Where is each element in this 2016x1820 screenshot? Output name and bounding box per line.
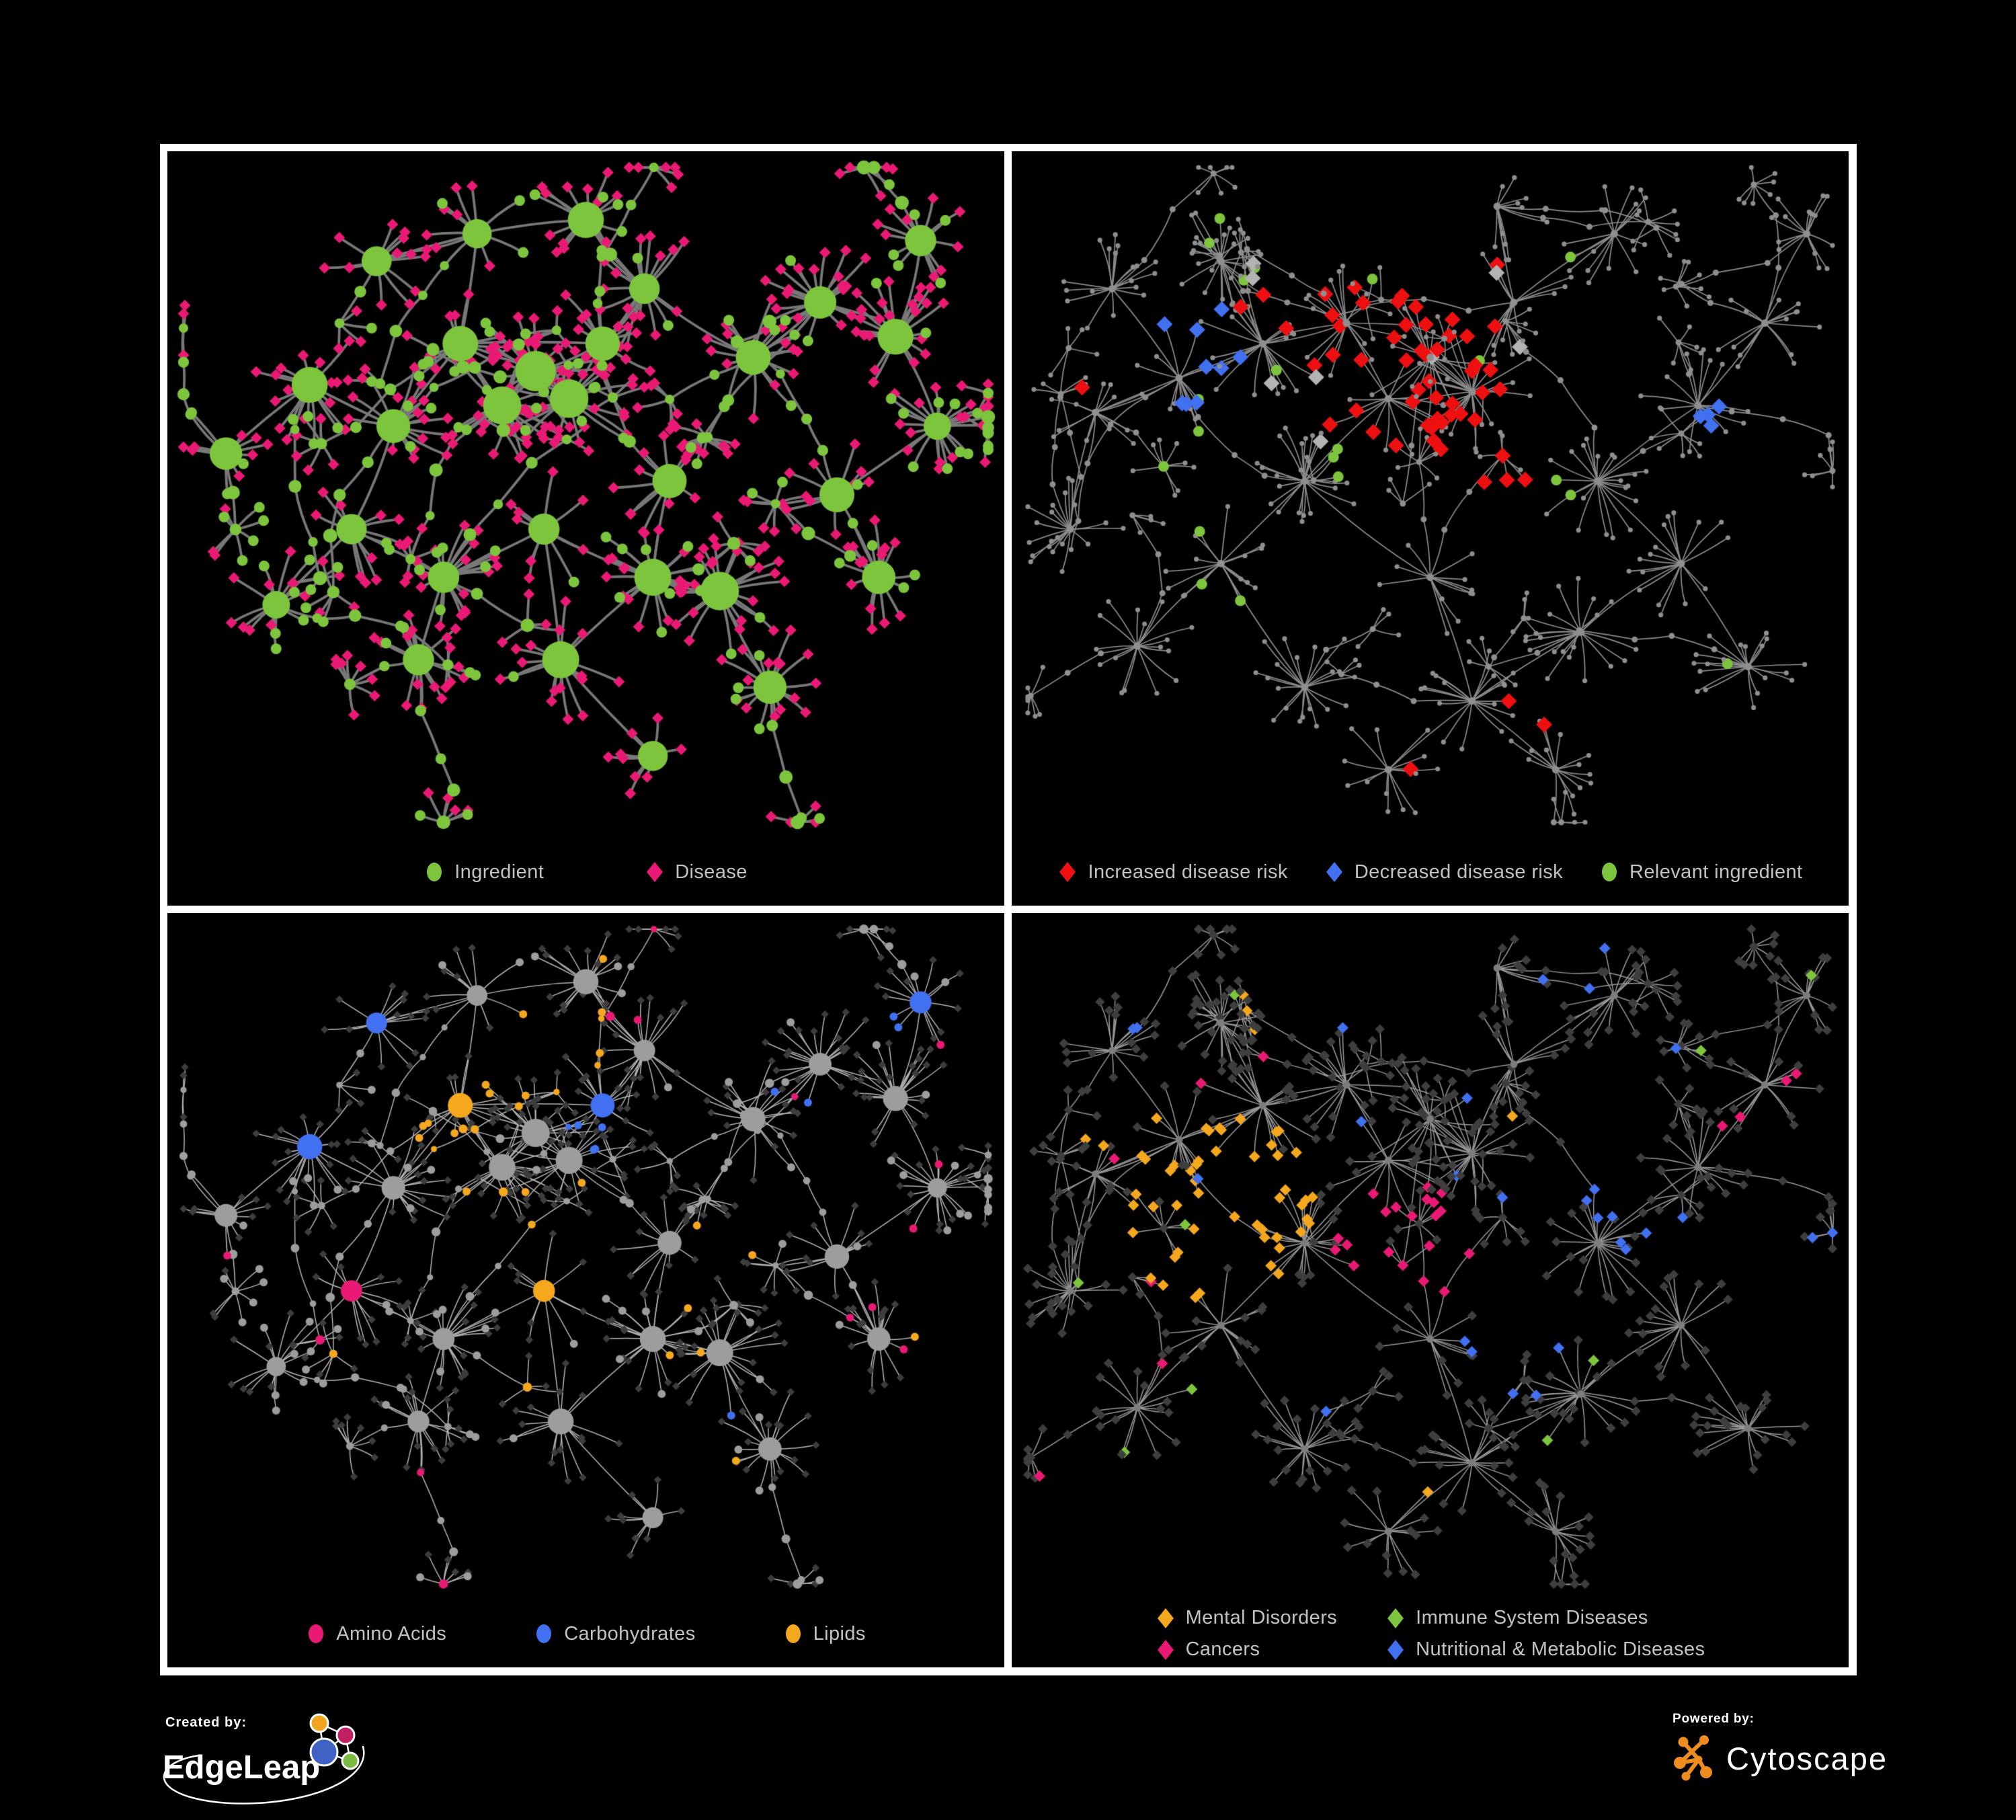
network-canvas-disease-class	[1012, 913, 1849, 1600]
legend-label: Ingredient	[454, 861, 545, 883]
legend-label: Disease	[675, 861, 748, 883]
legend-disease-class: Mental Disorders Immune System Diseases Ca…	[1012, 1600, 1849, 1667]
legend-item: Cancers	[1156, 1638, 1338, 1661]
edgeleap-node-orange	[309, 1713, 329, 1733]
legend-item: Mental Disorders	[1156, 1607, 1338, 1629]
legend-diamond-swatch	[1326, 862, 1342, 882]
legend-label: Nutritional & Metabolic Diseases	[1416, 1638, 1705, 1660]
legend-circle-swatch	[309, 1624, 324, 1643]
legend-diamond-swatch	[1059, 862, 1076, 882]
panel-disease-class-network: Mental Disorders Immune System Diseases Ca…	[1012, 913, 1849, 1667]
legend-item: Relevant ingredient	[1599, 861, 1802, 883]
panel-ingredient-class-network: Amino Acids Carbohydrates Lipids	[167, 913, 1004, 1667]
legend-diamond-swatch	[1387, 1608, 1404, 1628]
legend-item: Nutritional & Metabolic Diseases	[1385, 1638, 1705, 1661]
legend-diamond-swatch	[1157, 1608, 1174, 1628]
legend-label: Amino Acids	[336, 1622, 447, 1645]
legend-label: Carbohydrates	[564, 1622, 696, 1645]
cytoscape-brand-text: Cytoscape	[1726, 1740, 1888, 1776]
legend-diamond-swatch	[1387, 1639, 1404, 1660]
legend-item: Increased disease risk	[1057, 861, 1287, 883]
legend-item: Lipids	[783, 1623, 866, 1645]
legend-item: Amino Acids	[306, 1623, 446, 1645]
legend-item: Immune System Diseases	[1385, 1607, 1705, 1629]
legend-item: Carbohydrates	[534, 1623, 695, 1645]
cytoscape-logo: Powered by: Cytoscape	[1672, 1712, 1888, 1784]
created-by-label: Created by:	[165, 1715, 247, 1730]
edgeleap-swoosh	[163, 1745, 365, 1805]
edgeleap-node-green	[341, 1751, 360, 1770]
panel-disease-risk-network: Increased disease risk Decreased disease …	[1012, 151, 1849, 906]
legend-item: Decreased disease risk	[1324, 861, 1563, 883]
legend-label: Increased disease risk	[1088, 861, 1288, 883]
legend-label: Lipids	[813, 1622, 866, 1645]
legend-circle-swatch	[785, 1624, 801, 1643]
figure-grid: Ingredient Disease Increased disease risk…	[160, 144, 1857, 1675]
legend-circle-swatch	[1602, 863, 1617, 881]
powered-by-label: Powered by:	[1672, 1712, 1755, 1726]
cytoscape-mark-icon	[1674, 1735, 1712, 1781]
edgeleap-node-blue	[309, 1737, 339, 1767]
network-canvas-ingredient-class	[167, 913, 1004, 1600]
network-canvas-ingredient-disease	[167, 151, 1004, 838]
edgeleap-brand-text: EdgeLeap	[163, 1749, 320, 1786]
legend-label: Relevant ingredient	[1629, 861, 1803, 883]
legend-label: Immune System Diseases	[1416, 1607, 1648, 1628]
legend-label: Mental Disorders	[1185, 1607, 1338, 1628]
legend-label: Decreased disease risk	[1354, 861, 1564, 883]
edgeleap-logo: Created by: EdgeLeap	[163, 1713, 365, 1805]
edgeleap-node-magenta	[335, 1725, 356, 1745]
legend-item: Disease	[645, 861, 748, 883]
legend-diamond-swatch	[647, 862, 663, 882]
legend-diamond-swatch	[1157, 1639, 1174, 1660]
legend-ingredient-class: Amino Acids Carbohydrates Lipids	[167, 1600, 1004, 1667]
legend-circle-swatch	[427, 863, 442, 881]
legend-disease-risk: Increased disease risk Decreased disease …	[1012, 838, 1849, 906]
network-canvas-disease-risk	[1012, 151, 1849, 838]
panel-ingredient-disease-network: Ingredient Disease	[167, 151, 1004, 906]
legend-item: Ingredient	[424, 861, 544, 883]
legend-circle-swatch	[536, 1624, 552, 1643]
legend-label: Cancers	[1185, 1638, 1260, 1660]
legend-ingredient-disease: Ingredient Disease	[167, 838, 1004, 906]
